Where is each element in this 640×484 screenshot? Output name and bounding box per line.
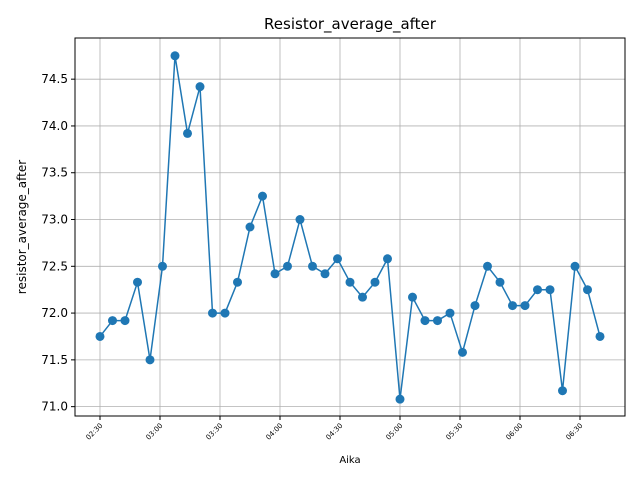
y-tick-label: 74.5: [41, 72, 68, 86]
data-point: [483, 261, 492, 271]
data-point: [383, 254, 392, 264]
data-point: [120, 316, 130, 326]
data-point: [283, 261, 292, 271]
data-point: [445, 308, 455, 318]
y-tick-label: 74.0: [41, 119, 68, 133]
data-point: [545, 285, 555, 295]
data-point: [258, 191, 267, 201]
data-point: [145, 355, 155, 365]
data-point: [345, 277, 355, 287]
x-axis-label: Aika: [339, 455, 360, 466]
data-point: [158, 261, 167, 271]
data-point: [583, 285, 592, 295]
data-point: [245, 222, 255, 232]
data-point: [133, 277, 142, 287]
data-point: [395, 394, 405, 404]
data-point: [495, 277, 505, 287]
y-axis-label: resistor_average_after: [15, 160, 29, 294]
y-tick-label: 71.0: [41, 400, 68, 414]
data-point: [295, 215, 305, 225]
data-point: [220, 308, 230, 318]
plot-frame: [74, 37, 626, 417]
y-tick-label: 72.5: [41, 259, 68, 273]
data-point: [558, 386, 567, 396]
y-tick-label: 72.0: [41, 306, 68, 320]
data-point: [520, 301, 530, 311]
data-point: [408, 292, 417, 302]
data-point: [208, 308, 217, 318]
data-point: [470, 301, 480, 311]
data-point: [320, 269, 330, 279]
y-tick-label: 73.0: [41, 213, 68, 227]
y-tick-label: 71.5: [41, 353, 68, 367]
data-point: [270, 269, 280, 279]
data-point: [458, 347, 467, 357]
data-point: [183, 128, 192, 138]
data-point: [108, 316, 117, 326]
data-point: [595, 331, 605, 341]
data-point: [195, 82, 205, 92]
data-point: [233, 277, 242, 287]
data-point: [333, 254, 342, 264]
data-point: [508, 301, 517, 311]
data-point: [170, 51, 180, 61]
data-point: [570, 261, 580, 271]
data-point: [420, 316, 430, 326]
data-point: [95, 331, 105, 341]
data-point: [370, 277, 380, 287]
data-point: [308, 261, 317, 271]
data-point: [533, 285, 542, 295]
data-point: [358, 292, 367, 302]
data-point: [433, 316, 442, 326]
chart-title: Resistor_average_after: [264, 15, 437, 34]
y-tick-label: 73.5: [41, 166, 68, 180]
